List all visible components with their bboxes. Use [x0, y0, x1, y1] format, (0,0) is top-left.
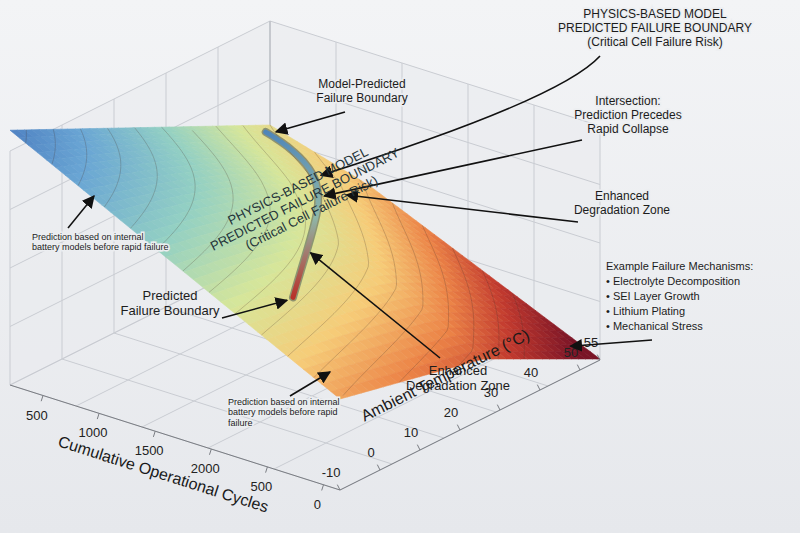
- svg-text:PredictedFailure Boundary: PredictedFailure Boundary: [121, 288, 220, 318]
- svg-text:0: 0: [314, 497, 321, 512]
- svg-text:-10: -10: [322, 465, 341, 480]
- svg-text:Cumulative Operational Cycles: Cumulative Operational Cycles: [56, 433, 270, 516]
- svg-text:55: 55: [584, 335, 598, 350]
- svg-text:10: 10: [404, 425, 418, 440]
- svg-text:1000: 1000: [79, 425, 108, 440]
- svg-text:Example Failure Mechanisms:• E: Example Failure Mechanisms:• Electrolyte…: [606, 260, 753, 332]
- svg-text:20: 20: [444, 405, 458, 420]
- svg-text:PHYSICS-BASED MODELPREDICTED F: PHYSICS-BASED MODELPREDICTED FAILURE BOU…: [558, 7, 752, 49]
- svg-text:500: 500: [250, 479, 272, 494]
- svg-text:Prediction based on internalba: Prediction based on internalbattery mode…: [32, 232, 169, 252]
- svg-text:Model-PredictedFailure Boundar: Model-PredictedFailure Boundary: [316, 77, 407, 105]
- svg-text:PHYSICS-BASED MODELPREDICTED F: PHYSICS-BASED MODELPREDICTED FAILURE BOU…: [201, 131, 409, 266]
- svg-text:2000: 2000: [191, 461, 220, 476]
- svg-text:500: 500: [26, 408, 48, 423]
- svg-text:Ambient Temperature (°C): Ambient Temperature (°C): [358, 326, 532, 424]
- svg-text:0: 0: [367, 445, 374, 460]
- svg-text:EnhancedDegradation Zone: EnhancedDegradation Zone: [574, 189, 670, 217]
- svg-text:1500: 1500: [135, 443, 164, 458]
- svg-text:Prediction based on internalba: Prediction based on internalbattery mode…: [228, 397, 340, 428]
- svg-text:50: 50: [564, 345, 578, 360]
- svg-text:Intersection:Prediction Preced: Intersection:Prediction PrecedesRapid Co…: [574, 94, 681, 136]
- svg-text:EnhancedDegradation Zone: EnhancedDegradation Zone: [406, 363, 510, 393]
- svg-text:40: 40: [524, 365, 538, 380]
